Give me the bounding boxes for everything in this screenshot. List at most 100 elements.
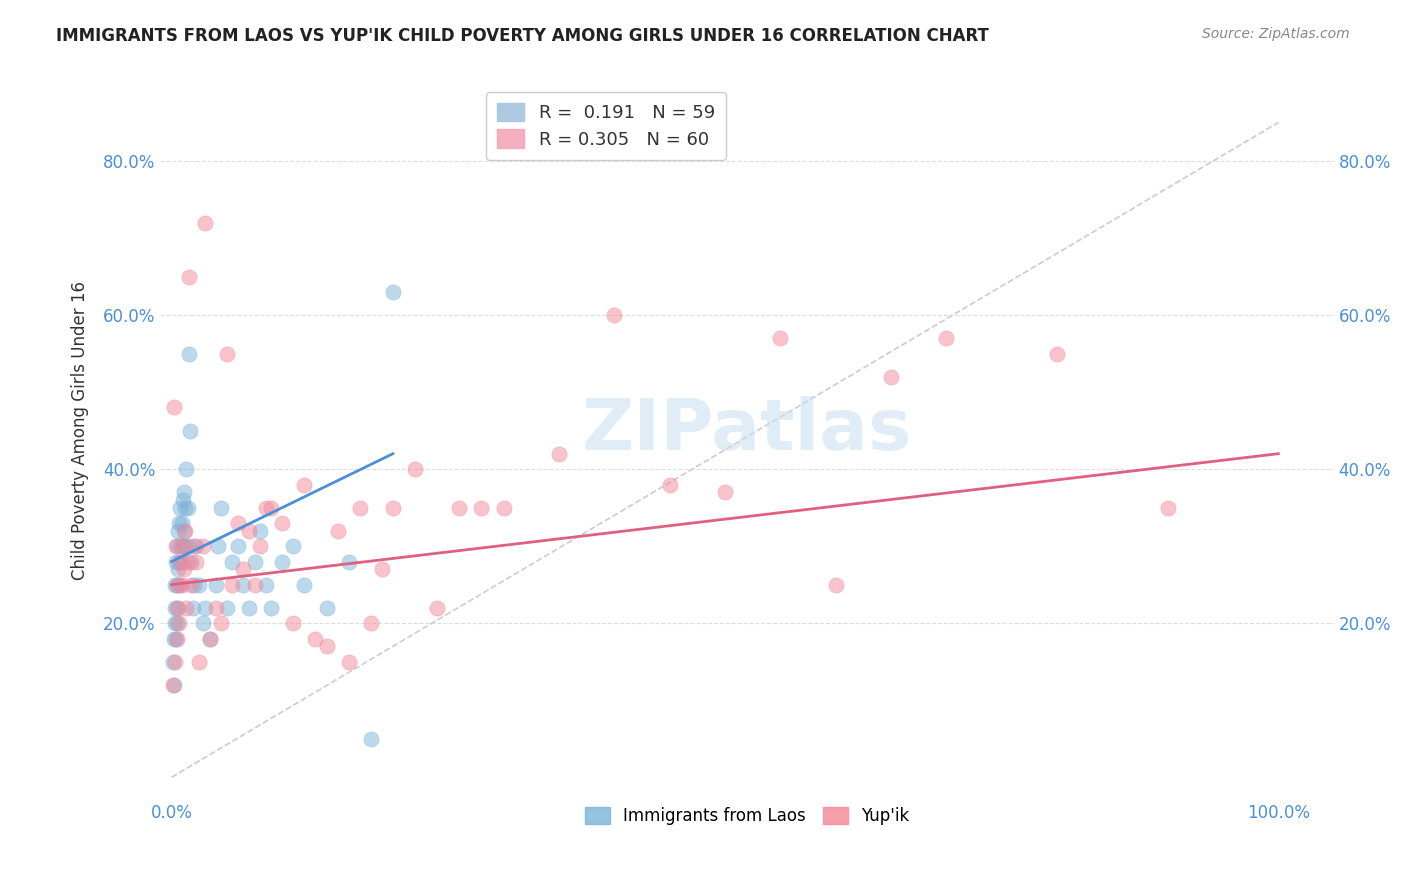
Point xyxy=(337,655,360,669)
Point xyxy=(177,539,200,553)
Point xyxy=(163,632,186,646)
Point xyxy=(181,600,204,615)
Point xyxy=(173,485,195,500)
Point xyxy=(166,539,188,553)
Point xyxy=(880,369,903,384)
Point xyxy=(205,577,228,591)
Point xyxy=(169,555,191,569)
Text: IMMIGRANTS FROM LAOS VS YUP'IK CHILD POVERTY AMONG GIRLS UNDER 16 CORRELATION CH: IMMIGRANTS FROM LAOS VS YUP'IK CHILD POV… xyxy=(56,27,988,45)
Point xyxy=(174,600,197,615)
Point xyxy=(191,616,214,631)
Point xyxy=(209,616,232,631)
Point xyxy=(315,640,337,654)
Point xyxy=(207,539,229,553)
Point xyxy=(221,577,243,591)
Point xyxy=(172,539,194,553)
Point xyxy=(194,216,217,230)
Point xyxy=(1156,500,1178,515)
Point xyxy=(183,577,205,591)
Point xyxy=(166,616,188,631)
Point xyxy=(381,500,404,515)
Point xyxy=(283,539,305,553)
Point xyxy=(180,555,202,569)
Point xyxy=(254,577,277,591)
Point xyxy=(184,539,207,553)
Point xyxy=(271,516,294,530)
Point xyxy=(162,678,184,692)
Point xyxy=(169,539,191,553)
Point xyxy=(260,600,283,615)
Point xyxy=(254,500,277,515)
Point xyxy=(249,539,271,553)
Point xyxy=(174,462,197,476)
Point xyxy=(188,577,211,591)
Point xyxy=(232,577,254,591)
Point xyxy=(179,269,201,284)
Point xyxy=(232,562,254,576)
Point xyxy=(603,308,626,322)
Legend: Immigrants from Laos, Yup'ik: Immigrants from Laos, Yup'ik xyxy=(575,797,920,835)
Point xyxy=(173,562,195,576)
Point xyxy=(492,500,515,515)
Point xyxy=(194,600,217,615)
Point xyxy=(191,539,214,553)
Point xyxy=(179,346,201,360)
Point xyxy=(371,562,394,576)
Point xyxy=(824,577,846,591)
Point xyxy=(221,555,243,569)
Point xyxy=(170,516,193,530)
Point xyxy=(349,500,371,515)
Point xyxy=(177,500,200,515)
Point xyxy=(215,346,238,360)
Point xyxy=(381,285,404,299)
Point xyxy=(166,632,188,646)
Point xyxy=(172,492,194,507)
Point xyxy=(167,577,190,591)
Text: Source: ZipAtlas.com: Source: ZipAtlas.com xyxy=(1202,27,1350,41)
Point xyxy=(163,401,186,415)
Point xyxy=(165,555,187,569)
Point xyxy=(470,500,492,515)
Point xyxy=(173,524,195,538)
Point xyxy=(163,655,186,669)
Text: ZIPatlas: ZIPatlas xyxy=(582,396,912,465)
Point xyxy=(179,424,201,438)
Point xyxy=(243,555,266,569)
Point xyxy=(1046,346,1069,360)
Point xyxy=(238,524,260,538)
Point xyxy=(169,516,191,530)
Point xyxy=(167,524,190,538)
Point xyxy=(238,600,260,615)
Point xyxy=(935,331,957,345)
Point xyxy=(183,539,205,553)
Point xyxy=(169,500,191,515)
Point xyxy=(173,500,195,515)
Point xyxy=(163,616,186,631)
Point xyxy=(315,600,337,615)
Point xyxy=(163,678,186,692)
Point xyxy=(292,477,315,491)
Point xyxy=(304,632,326,646)
Point xyxy=(292,577,315,591)
Point xyxy=(769,331,792,345)
Point xyxy=(404,462,426,476)
Point xyxy=(426,600,449,615)
Point xyxy=(166,600,188,615)
Point xyxy=(243,577,266,591)
Point xyxy=(360,731,382,746)
Point xyxy=(170,577,193,591)
Point xyxy=(337,555,360,569)
Point xyxy=(169,616,191,631)
Point xyxy=(200,632,222,646)
Point xyxy=(169,555,191,569)
Point xyxy=(165,539,187,553)
Point xyxy=(658,477,681,491)
Point xyxy=(226,539,249,553)
Point xyxy=(163,600,186,615)
Point xyxy=(449,500,471,515)
Point xyxy=(249,524,271,538)
Point xyxy=(283,616,305,631)
Point xyxy=(173,539,195,553)
Point xyxy=(714,485,737,500)
Point xyxy=(215,600,238,615)
